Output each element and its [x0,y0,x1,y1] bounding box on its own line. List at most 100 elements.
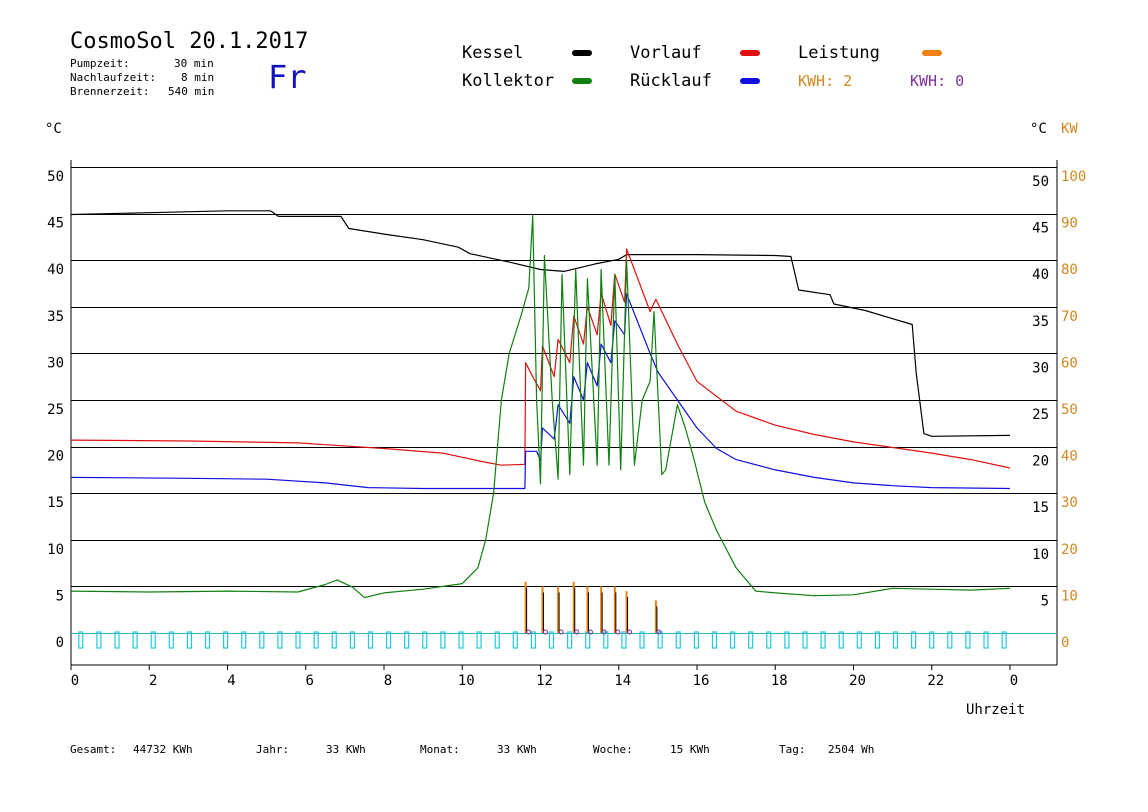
burner-marker [856,631,862,649]
left-tick-label: 0 [56,635,64,651]
burner-marker [404,631,410,649]
x-tick-label: 16 [693,673,710,689]
right-tick-label-kw: 30 [1061,495,1078,511]
leistung-dot [656,629,662,635]
left-tick-label: 35 [47,309,64,325]
footer-tag-label: Tag: [779,743,806,756]
x-tick-label: 0 [1010,673,1018,689]
footer-monat-value: 33 KWh [497,743,537,756]
x-tick-label: 14 [614,673,631,689]
burner-marker [693,631,699,649]
burner-marker [96,631,102,649]
right-tick-label-c: 45 [1032,221,1049,237]
x-tick-label: 0 [71,673,79,689]
legend-ruecklauf-label: Rücklauf [630,71,712,91]
legend-vorlauf-swatch [740,50,760,56]
leistung-dot [574,629,580,635]
burner-marker [983,631,989,649]
burner-marker [675,631,681,649]
leistung-dot [601,629,607,635]
kwh-burner-label: KWH: 0 [910,72,965,90]
burner-marker [259,631,265,649]
x-tick-label: 22 [927,673,944,689]
burner-marker [476,631,482,649]
footer-gesamt-value: 44732 KWh [133,743,193,756]
footer-woche-label: Woche: [593,743,633,756]
right-axis-unit-c: °C [1030,121,1047,137]
left-axis-unit: °C [45,121,62,137]
burner-marker [530,631,537,649]
series-line-vorlauf [70,248,1011,469]
leistung-dot [526,629,532,635]
left-tick-label: 45 [47,216,64,232]
burner-marker [729,631,736,649]
burner-marker [820,631,826,649]
footer-jahr-label: Jahr: [256,743,290,756]
burner-marker [748,631,754,649]
burner-marker [802,631,808,649]
burner-marker [186,631,193,649]
param-label-nachlaufzeit: Nachlaufzeit: [70,71,157,84]
leistung-dot [615,629,621,635]
leistung-dot [558,629,564,635]
burner-marker [639,631,645,649]
right-tick-label-c: 40 [1032,267,1049,283]
right-tick-label-kw: 50 [1061,402,1078,418]
legend-kessel-label: Kessel [462,43,524,63]
burner-marker [132,631,138,649]
leistung-dot [542,629,548,635]
burner-marker [548,631,555,649]
leistung-dot [627,629,633,635]
x-axis-label: Uhrzeit [966,702,1026,718]
right-tick-label-c: 20 [1032,454,1049,470]
left-tick-label: 40 [47,262,64,278]
param-label-pumpzeit: Pumpzeit: [70,57,130,70]
burner-marker [947,631,953,649]
burner-marker [114,631,120,649]
left-tick-label: 30 [47,355,64,371]
burner-marker [784,631,790,649]
right-tick-label-kw: 60 [1061,355,1078,371]
burner-marker [585,631,591,649]
burner-marker [874,631,880,649]
right-tick-label-kw: 0 [1061,635,1069,651]
legend-kollektor-swatch [572,78,592,84]
burner-marker [168,631,174,649]
burner-marker [711,631,718,649]
footer-monat-label: Monat: [420,743,460,756]
burner-marker [657,631,663,649]
right-tick-label-c: 35 [1032,314,1049,330]
burner-marker [621,631,627,649]
legend-leistung-label: Leistung [798,43,880,63]
left-tick-label: 50 [47,169,64,185]
x-tick-label: 6 [306,673,314,689]
right-tick-label-c: 25 [1032,407,1049,423]
right-tick-label-kw: 20 [1061,542,1078,558]
burner-marker [204,631,211,649]
burner-marker [911,631,917,649]
burner-marker [766,631,772,649]
x-tick-label: 4 [227,673,235,689]
legend-kessel-swatch [572,50,592,56]
burner-marker [277,631,283,649]
right-tick-label-c: 30 [1032,360,1049,376]
burner-marker [965,631,971,649]
right-tick-label-c: 5 [1041,593,1049,609]
legend-vorlauf-label: Vorlauf [630,43,702,63]
x-tick-label: 10 [458,673,475,689]
right-tick-label-kw: 90 [1061,216,1078,232]
right-tick-label-c: 15 [1032,500,1049,516]
footer-gesamt-label: Gesamt: [70,743,117,756]
burner-marker [150,631,156,649]
burner-marker [892,631,899,649]
footer-jahr-value: 33 KWh [326,743,366,756]
series-line-kollektor [70,214,1011,599]
legend-kollektor-label: Kollektor [462,71,555,91]
param-value-pumpzeit: 30 min [174,57,214,70]
burner-marker [367,631,374,649]
burner-marker [494,631,500,649]
burner-marker [567,631,573,649]
kwh-solar-label: KWH: 2 [798,72,853,90]
right-tick-label-c: 10 [1032,547,1049,563]
